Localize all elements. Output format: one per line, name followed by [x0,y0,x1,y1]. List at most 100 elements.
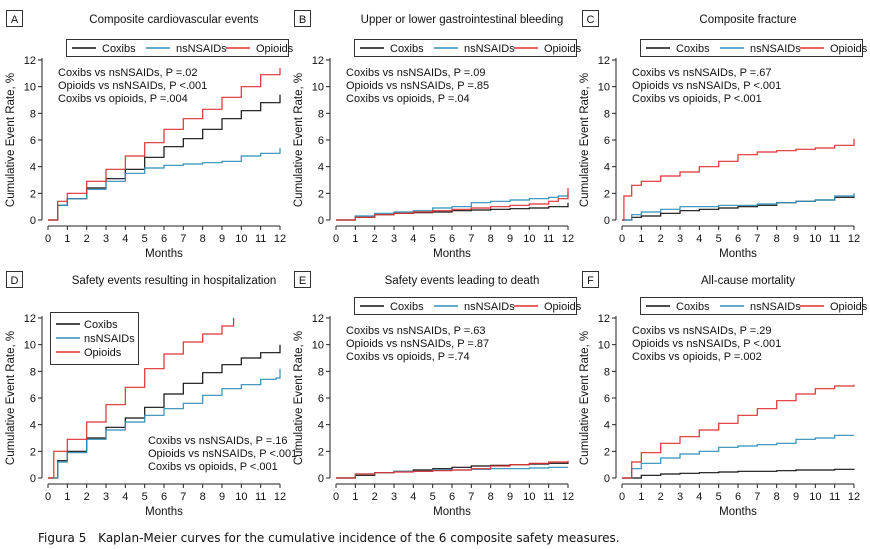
y-axis-label: Cumulative Event Rate, % [579,331,591,465]
legend-label: nsNSAIDs [750,301,801,313]
y-tick-label: 10 [598,82,610,94]
x-tick-label: 3 [677,491,683,503]
series-line-coxibs [622,194,855,221]
x-tick-label: 0 [619,491,625,503]
x-tick-label: 2 [84,233,90,245]
legend-label: nsNSAIDs [176,43,227,55]
x-axis-label: Months [433,248,471,260]
y-tick-label: 2 [318,446,324,458]
y-tick-label: 8 [604,108,610,120]
y-tick-label: 4 [318,162,324,174]
x-tick-label: 11 [829,233,840,245]
x-tick-label: 5 [142,233,148,245]
stat-annotation: Coxibs vs opioids, P =.002 [632,351,762,363]
panel-e: E Safety events leading to death024681012… [293,271,582,518]
panel-d: D Safety events resulting in hospitalizat… [5,271,297,518]
stat-annotation: Opioids vs nsNSAIDs, P <.001 [632,80,781,92]
x-tick-label: 7 [180,491,186,503]
x-tick-label: 0 [45,233,51,245]
y-tick-label: 6 [30,135,36,147]
legend-label: Opioids [544,43,582,55]
stat-annotation: Opioids vs nsNSAIDs, P <.001 [632,338,781,350]
y-tick-label: 2 [30,188,36,200]
panel-letter-box [294,271,311,288]
legend-box [354,297,577,315]
legend-label: nsNSAIDs [750,43,801,55]
x-tick-label: 2 [372,233,378,245]
legend-box [640,39,863,57]
x-tick-label: 7 [468,491,474,503]
panel-letter: A [11,14,19,26]
x-tick-label: 11 [543,233,554,245]
legend-label: Coxibs [676,301,710,313]
x-tick-label: 8 [774,491,780,503]
legend-label: Opioids [830,43,868,55]
y-axis-label: Cumulative Event Rate, % [293,331,305,465]
x-axis-label: Months [145,248,183,260]
panel-letter: D [11,275,19,287]
y-axis-label: Cumulative Event Rate, % [5,73,17,207]
y-tick-label: 10 [312,82,324,94]
x-tick-label: 11 [829,491,840,503]
stat-annotation: Coxibs vs nsNSAIDs, P =.02 [58,67,198,79]
stat-annotation: Opioids vs nsNSAIDs, P =.87 [346,338,489,350]
y-tick-label: 8 [318,366,324,378]
y-tick-label: 6 [318,393,324,405]
y-tick-label: 12 [598,55,610,67]
x-axis-label: Months [433,506,471,518]
y-axis-label: Cumulative Event Rate, % [5,331,17,465]
x-tick-label: 6 [161,491,167,503]
x-tick-label: 12 [562,491,574,503]
legend-label: Opioids [84,347,122,359]
x-tick-label: 12 [274,233,286,245]
y-tick-label: 8 [30,108,36,120]
y-tick-label: 6 [604,393,610,405]
legend-label: Opioids [256,43,294,55]
y-tick-label: 12 [24,55,36,67]
series-line-coxibs [48,344,281,479]
x-tick-label: 1 [64,233,70,245]
series-line-nsnsaids [622,193,855,221]
y-tick-label: 10 [312,340,324,352]
x-tick-label: 1 [352,491,358,503]
legend-box [354,39,577,57]
x-tick-label: 8 [200,233,206,245]
x-tick-label: 6 [161,233,167,245]
x-tick-label: 3 [391,233,397,245]
stat-annotation: Opioids vs nsNSAIDs, P <.001 [148,448,297,460]
y-tick-label: 0 [318,215,324,227]
x-tick-label: 12 [274,491,286,503]
panel-letter-box [582,271,599,288]
y-tick-label: 12 [312,55,324,67]
legend-label: Coxibs [676,43,710,55]
panel-letter: B [299,14,306,26]
y-tick-label: 2 [318,188,324,200]
chart-title: Composite cardiovascular events [89,14,259,26]
x-tick-label: 4 [696,233,702,245]
y-axis-label: Cumulative Event Rate, % [293,73,305,207]
panel-a: A Composite cardiovascular events02468101… [5,10,294,260]
series-line-nsnsaids [336,192,569,221]
chart-title: All-cause mortality [701,275,795,287]
x-tick-label: 6 [449,233,455,245]
series-line-opioids [622,138,855,221]
x-tick-label: 9 [793,491,799,503]
y-tick-label: 4 [604,420,610,432]
x-axis-label: Months [719,248,757,260]
x-tick-label: 12 [848,491,860,503]
legend-label: Opioids [544,301,582,313]
series-line-opioids [48,318,235,479]
y-tick-label: 0 [604,473,610,485]
x-tick-label: 2 [658,233,664,245]
x-tick-label: 9 [219,233,225,245]
y-tick-label: 2 [604,188,610,200]
x-tick-label: 2 [658,491,664,503]
chart-title: Safety events leading to death [385,275,540,287]
y-tick-label: 8 [318,108,324,120]
x-tick-label: 11 [255,233,266,245]
x-tick-label: 6 [735,491,741,503]
x-tick-label: 8 [488,491,494,503]
x-tick-label: 5 [430,491,436,503]
